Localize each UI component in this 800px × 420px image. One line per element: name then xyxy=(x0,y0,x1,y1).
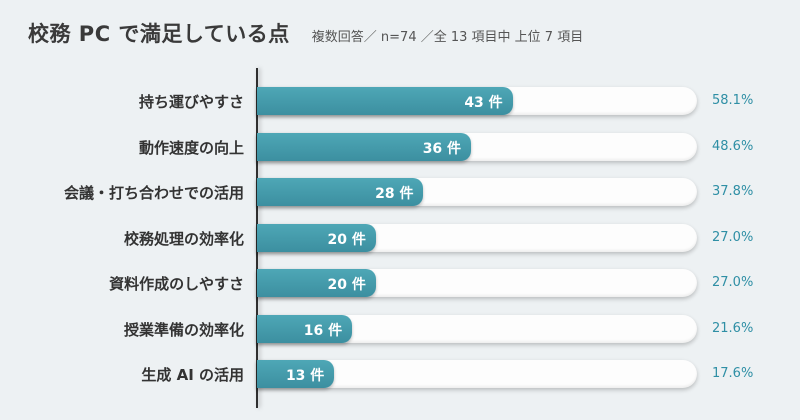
chart-title: 校務 PC で満足している点 xyxy=(28,22,290,46)
percent-label: 27.0% xyxy=(712,275,754,290)
percent-label: 17.6% xyxy=(712,366,754,381)
bar xyxy=(257,178,424,206)
bar xyxy=(257,360,335,388)
category-label: 動作速度の向上 xyxy=(138,138,244,157)
bar-value-label: 36 件 xyxy=(422,140,462,157)
category-label: 生成 AI の活用 xyxy=(141,366,244,384)
bar xyxy=(257,314,353,343)
bar xyxy=(257,87,513,115)
percent-label: 27.0% xyxy=(712,229,754,245)
category-label: 持ち運びやすさ xyxy=(138,93,244,111)
bar-row: 授業準備の効率化 16 件 21.6% xyxy=(0,314,800,343)
bar-value-label: 43 件 xyxy=(464,95,503,111)
chart-subtitle: 複数回答／ n=74 ／全 13 項目中 上位 7 項目 xyxy=(311,30,584,45)
bar-value-label: 20 件 xyxy=(327,277,366,293)
bar-row: 動作速度の向上 36 件 48.6% xyxy=(0,132,800,161)
bar xyxy=(257,132,472,161)
bar-row: 会議・打ち合わせでの活用 28 件 37.8% xyxy=(0,178,800,206)
category-label: 会議・打ち合わせでの活用 xyxy=(63,184,244,202)
category-label: 授業準備の効率化 xyxy=(123,320,244,339)
bar-value-label: 13 件 xyxy=(285,368,325,384)
percent-label: 21.6% xyxy=(712,320,754,336)
bar-row: 資料作成のしやすさ 20 件 27.0% xyxy=(0,269,800,297)
bar-row: 校務処理の効率化 20 件 27.0% xyxy=(0,223,800,252)
category-label: 資料作成のしやすさ xyxy=(109,275,244,293)
bar-value-label: 28 件 xyxy=(375,186,414,202)
bar-value-label: 16 件 xyxy=(303,322,343,339)
percent-label: 48.6% xyxy=(712,138,754,154)
category-label: 校務処理の効率化 xyxy=(123,229,244,248)
percent-label: 58.1% xyxy=(712,93,754,108)
bar-value-label: 20 件 xyxy=(327,231,366,248)
percent-label: 37.8% xyxy=(712,184,754,199)
chart-header: 校務 PC で満足している点 複数回答／ n=74 ／全 13 項目中 上位 7… xyxy=(28,18,583,48)
bar-row: 生成 AI の活用 13 件 17.6% xyxy=(0,360,800,388)
bar-row: 持ち運びやすさ 43 件 58.1% xyxy=(0,87,800,115)
bar xyxy=(257,223,376,252)
bar xyxy=(257,269,376,297)
